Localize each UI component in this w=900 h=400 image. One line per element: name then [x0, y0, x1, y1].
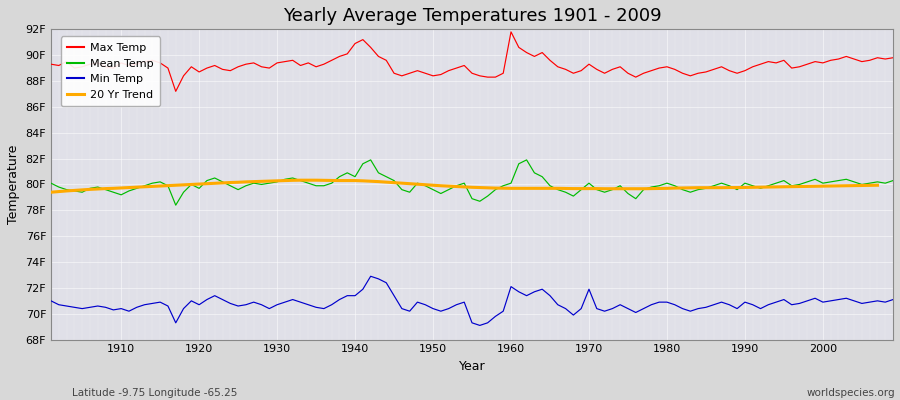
Legend: Max Temp, Mean Temp, Min Temp, 20 Yr Trend: Max Temp, Mean Temp, Min Temp, 20 Yr Tre…	[61, 36, 160, 106]
Y-axis label: Temperature: Temperature	[7, 145, 20, 224]
Title: Yearly Average Temperatures 1901 - 2009: Yearly Average Temperatures 1901 - 2009	[283, 7, 662, 25]
X-axis label: Year: Year	[459, 360, 485, 373]
Text: Latitude -9.75 Longitude -65.25: Latitude -9.75 Longitude -65.25	[72, 388, 238, 398]
Text: worldspecies.org: worldspecies.org	[807, 388, 896, 398]
